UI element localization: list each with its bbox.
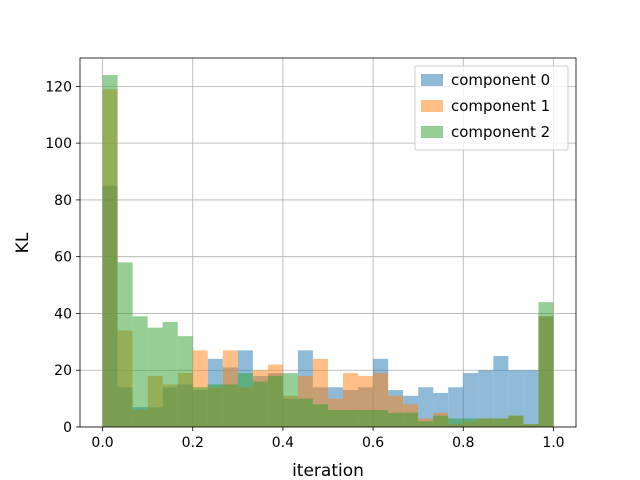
bar-component-0 <box>463 373 479 427</box>
bar-component-2 <box>493 418 509 427</box>
bar-component-2 <box>192 387 208 427</box>
legend-swatch <box>421 126 443 138</box>
bar-component-2 <box>267 375 283 427</box>
bar-component-0 <box>418 387 434 427</box>
bar-component-2 <box>177 336 193 427</box>
bar-component-2 <box>207 384 223 427</box>
bar-component-2 <box>222 384 238 427</box>
bar-component-2 <box>388 412 404 427</box>
bar-component-2 <box>463 418 479 427</box>
bar-component-2 <box>478 418 494 427</box>
ticks: 0.0 0.2 0.4 0.6 0.8 1.0 0 20 40 60 80 100 120 <box>45 79 564 451</box>
bar-component-2 <box>358 409 374 427</box>
bar-component-2 <box>538 302 554 427</box>
y-tick-label: 40 <box>54 306 72 322</box>
y-tick-label: 0 <box>63 420 72 436</box>
y-tick-label: 60 <box>54 250 72 266</box>
bar-component-2 <box>403 412 419 427</box>
bar-component-2 <box>523 424 539 427</box>
legend-swatch <box>421 74 443 86</box>
y-tick-label: 100 <box>45 136 72 152</box>
x-axis-label: iteration <box>292 461 364 480</box>
bar-component-2 <box>297 398 313 427</box>
bar-component-0 <box>478 370 494 427</box>
legend-label: component 2 <box>451 123 550 141</box>
bar-component-2 <box>117 262 133 427</box>
x-tick-label: 1.0 <box>542 435 564 451</box>
x-tick-label: 0.0 <box>91 435 113 451</box>
legend-frame <box>414 65 569 151</box>
y-axis-label: KL <box>13 232 33 253</box>
y-tick-label: 20 <box>54 363 72 379</box>
y-tick-label: 120 <box>45 79 72 95</box>
x-tick-label: 0.6 <box>362 435 384 451</box>
bar-component-2 <box>147 327 163 427</box>
bar-component-2 <box>312 404 328 427</box>
bar-component-0 <box>508 370 524 427</box>
bar-component-2 <box>252 381 268 427</box>
bar-component-2 <box>508 415 524 427</box>
bar-component-2 <box>418 421 434 427</box>
x-tick-label: 0.2 <box>182 435 204 451</box>
bar-component-2 <box>343 409 359 427</box>
bar-component-0 <box>448 387 464 427</box>
bar-component-2 <box>102 75 118 428</box>
bar-component-2 <box>162 321 178 427</box>
bar-component-2 <box>328 409 344 427</box>
x-tick-label: 0.8 <box>452 435 474 451</box>
bar-component-2 <box>132 316 148 427</box>
bar-component-0 <box>523 370 539 427</box>
legend-label: component 1 <box>451 97 550 115</box>
bar-component-2 <box>237 373 253 427</box>
y-tick-label: 80 <box>54 193 72 209</box>
legend-label: component 0 <box>451 71 550 89</box>
legend-swatch <box>421 100 443 112</box>
bar-component-2 <box>282 373 298 427</box>
legend: component 0 component 1 component 2 <box>414 65 569 151</box>
bar-component-2 <box>373 409 389 427</box>
bar-component-2 <box>433 415 449 427</box>
bars <box>102 75 554 428</box>
bar-component-2 <box>448 418 464 427</box>
x-tick-label: 0.4 <box>272 435 294 451</box>
bar-component-0 <box>493 356 509 427</box>
plot-frame <box>79 57 577 428</box>
